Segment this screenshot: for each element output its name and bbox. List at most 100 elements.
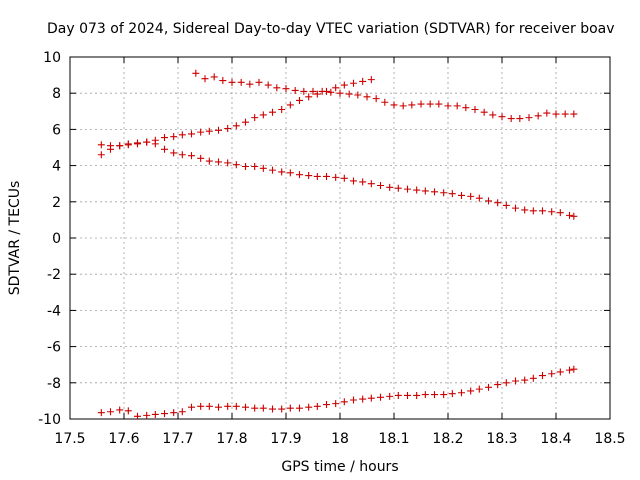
data-point: [431, 391, 438, 398]
data-point: [233, 403, 240, 410]
data-point: [368, 395, 375, 402]
data-point: [539, 372, 546, 379]
chart-title: Day 073 of 2024, Sidereal Day-to-day VTE…: [47, 21, 615, 37]
data-point: [296, 97, 303, 104]
data-point: [458, 389, 465, 396]
data-point: [323, 88, 330, 95]
data-point: [467, 193, 474, 200]
data-point: [215, 127, 222, 134]
data-point: [323, 173, 330, 180]
data-point: [161, 134, 168, 141]
data-point: [251, 163, 258, 170]
data-point: [242, 163, 249, 170]
data-point: [292, 87, 299, 94]
data-point: [449, 190, 456, 197]
data-point: [269, 406, 276, 413]
data-point: [341, 398, 348, 405]
data-point: [368, 180, 375, 187]
data-point: [134, 140, 141, 147]
data-point: [251, 405, 258, 412]
data-point: [440, 189, 447, 196]
y-tick-label: 6: [52, 122, 61, 138]
data-point: [287, 101, 294, 108]
data-point: [98, 409, 105, 416]
data-point: [170, 409, 177, 416]
data-point: [269, 109, 276, 116]
data-point: [395, 392, 402, 399]
data-point: [395, 185, 402, 192]
data-point: [206, 128, 213, 135]
series-2: [98, 76, 375, 158]
data-point: [418, 101, 425, 108]
data-point: [548, 370, 555, 377]
data-point: [346, 91, 353, 98]
data-point: [359, 78, 366, 85]
x-tick-label: 18.2: [432, 431, 463, 447]
data-point: [188, 152, 195, 159]
data-point: [562, 111, 569, 118]
x-tick-label: 17.8: [216, 431, 247, 447]
data-point: [341, 175, 348, 182]
data-point: [332, 84, 339, 91]
data-point: [224, 125, 231, 132]
data-point: [197, 155, 204, 162]
data-point: [377, 182, 384, 189]
data-point: [125, 141, 132, 148]
data-point: [323, 401, 330, 408]
data-point: [476, 386, 483, 393]
data-point: [476, 195, 483, 202]
data-point: [566, 367, 573, 374]
x-tick-label: 17.9: [270, 431, 301, 447]
data-point: [188, 404, 195, 411]
sdtvar-chart: 17.5 17.6 17.7 17.8 17.9 18 18.1 18.2 18.3 18.4 18…: [0, 0, 640, 480]
data-point: [341, 82, 348, 89]
data-point: [548, 208, 555, 215]
data-point: [332, 400, 339, 407]
data-point: [143, 412, 150, 419]
data-point: [98, 141, 105, 148]
data-point: [508, 115, 515, 122]
data-point: [107, 142, 114, 149]
data-point: [197, 129, 204, 136]
data-point: [404, 186, 411, 193]
data-point: [391, 101, 398, 108]
data-point: [260, 111, 267, 118]
data-point: [242, 404, 249, 411]
data-point: [211, 73, 218, 80]
y-tick-label: 10: [43, 50, 61, 66]
data-point: [269, 167, 276, 174]
data-point: [170, 149, 177, 156]
data-point: [215, 158, 222, 165]
data-point: [408, 101, 415, 108]
data-point: [192, 70, 199, 77]
data-point: [485, 384, 492, 391]
data-point: [305, 93, 312, 100]
data-point: [143, 139, 150, 146]
y-tick-label: -10: [38, 412, 61, 428]
data-point: [219, 77, 226, 84]
y-axis-label: SDTVAR / TECUs: [7, 181, 23, 296]
data-point: [503, 202, 510, 209]
y-tick-label: 2: [52, 195, 61, 211]
data-point: [116, 406, 123, 413]
data-point: [98, 151, 105, 158]
data-point: [332, 174, 339, 181]
data-point: [494, 199, 501, 206]
grid-lines: [70, 57, 610, 419]
data-point: [445, 102, 452, 109]
data-point: [179, 131, 186, 138]
y-tick-label: -4: [47, 303, 61, 319]
data-point: [553, 111, 560, 118]
data-point: [305, 172, 312, 179]
data-point: [364, 93, 371, 100]
data-point: [296, 171, 303, 178]
series-3: [98, 139, 578, 220]
y-tick-label: 8: [52, 86, 61, 102]
data-point: [161, 410, 168, 417]
data-point: [206, 158, 213, 165]
data-point: [454, 102, 461, 109]
data-point: [530, 375, 537, 382]
data-point: [233, 122, 240, 129]
data-point: [386, 184, 393, 191]
data-point: [179, 408, 186, 415]
